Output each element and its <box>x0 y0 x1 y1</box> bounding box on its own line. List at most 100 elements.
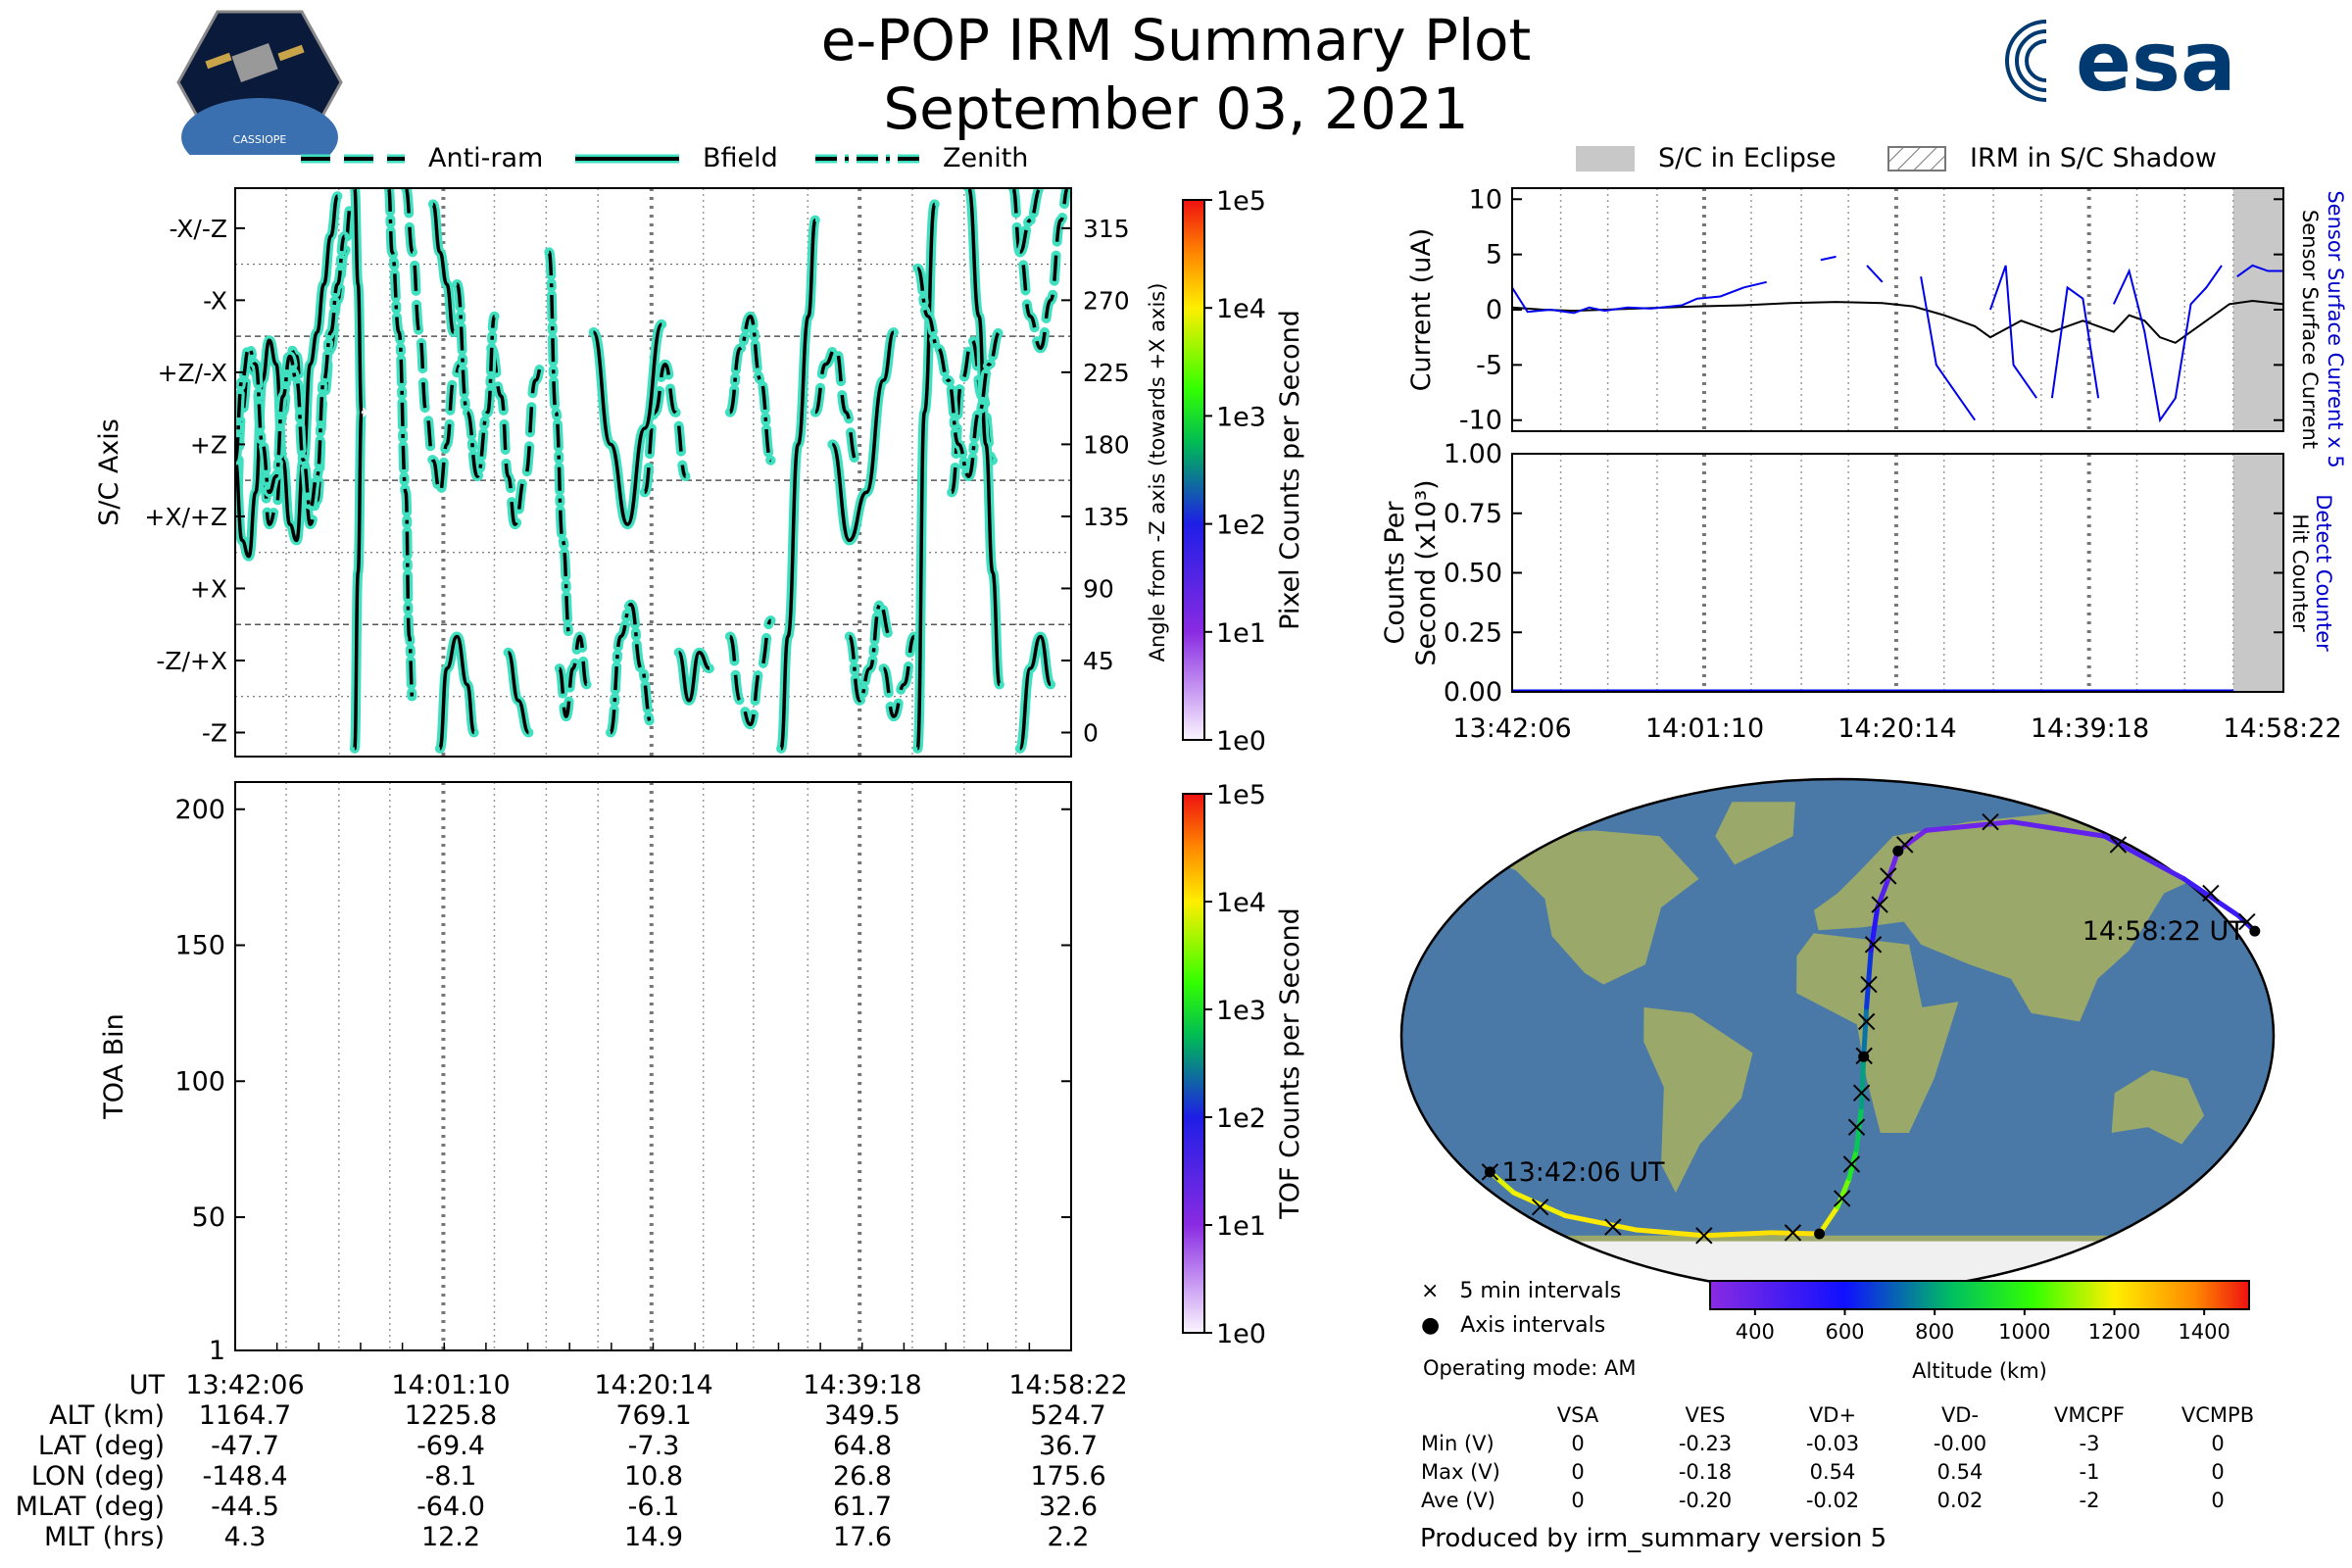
ephemeris-cell: -7.3 <box>628 1431 680 1461</box>
orbit-end-label: 14:58:22 UT <box>2082 916 2246 947</box>
orbit-track-segment <box>2181 876 2242 919</box>
ephemeris-row-label: LON (deg) <box>31 1461 165 1492</box>
five-min-marker <box>1864 936 1883 954</box>
trace-zenith <box>1018 188 1043 255</box>
colorbar-tick-label: 1e5 <box>1216 780 1266 810</box>
orbit-track-segment <box>1768 1230 1823 1237</box>
map-continent <box>2111 1069 2205 1145</box>
attitude-right-tick-label: 315 <box>1083 215 1130 243</box>
voltage-cell: -1 <box>2080 1460 2100 1484</box>
orbit-track-segment <box>1511 1190 1568 1218</box>
legend-zenith: Zenith <box>813 143 1028 173</box>
altitude-colorbar-label: Altitude (km) <box>1912 1359 2047 1383</box>
orbit-track-segment <box>1875 876 1891 910</box>
five-min-marker <box>2109 836 2128 854</box>
five-min-marker <box>1531 1198 1549 1216</box>
current-ytick-label: 5 <box>1486 240 1502 270</box>
trace-anti-ram <box>728 618 773 727</box>
toa-ytick-label: 150 <box>174 931 225 961</box>
ephemeris-row-label: ALT (km) <box>49 1400 165 1431</box>
ephemeris-row-label: MLT (hrs) <box>44 1522 165 1552</box>
trace-zenith <box>547 250 571 639</box>
trace-zenith <box>847 603 893 703</box>
ephemeris-row-label: UT <box>129 1370 166 1400</box>
five-min-marker <box>1852 1084 1871 1102</box>
trace-bfield <box>235 194 340 559</box>
counts-xtick-label: 14:39:18 <box>2031 713 2149 744</box>
map-continent <box>1643 1006 1753 1194</box>
ephemeris-row-label: LAT (deg) <box>38 1431 165 1461</box>
trace-anti-ram <box>643 362 688 495</box>
voltage-cell: 0 <box>1571 1432 1584 1455</box>
attitude-plot-frame <box>234 187 1072 758</box>
counts-ylabel-line2: Second (x10³) <box>1411 479 1442 665</box>
colorbar-tick-label: 1e0 <box>1216 726 1266 757</box>
ephemeris-cell: 36.7 <box>1039 1431 1098 1461</box>
orbit-track-segment <box>1859 1054 1867 1110</box>
colorbar-tick-label: 1e4 <box>1216 888 1266 918</box>
voltage-row-label: Min (V) <box>1421 1432 1494 1455</box>
counts-ytick-label: 0.75 <box>1444 499 1502 529</box>
trace-anti-ram <box>1011 188 1070 351</box>
counts-ytick-label: 0.25 <box>1444 617 1502 648</box>
attitude-ylabel: S/C Axis <box>94 418 124 526</box>
trace-bfield <box>591 322 663 526</box>
legend-eclipse: S/C in Eclipse <box>1576 143 1837 173</box>
map-continent <box>1813 812 2230 1022</box>
axis-marker <box>1814 1228 1826 1240</box>
voltage-header: VMCPF <box>2054 1403 2125 1427</box>
ephemeris-cell: 2.2 <box>1048 1522 1090 1552</box>
ephemeris-cell: 175.6 <box>1030 1461 1105 1492</box>
trace-bfield <box>966 188 1002 687</box>
toa-ytick-label: 50 <box>192 1202 225 1233</box>
map-legend-five-min: × 5 min intervals <box>1421 1279 1621 1303</box>
ephemeris-cell: 14:39:18 <box>803 1370 921 1400</box>
counts-ylabel: Counts Per <box>1380 501 1410 645</box>
orbit-track-segment <box>1864 948 1874 1010</box>
current-line-x5 <box>1512 280 1767 315</box>
toa-ytick-label: 1 <box>209 1336 225 1366</box>
ephemeris-cell: 524.7 <box>1030 1400 1105 1431</box>
voltage-cell: 0 <box>1571 1489 1584 1512</box>
voltage-cell: -0.02 <box>1806 1489 1859 1512</box>
ephemeris-cell: -8.1 <box>425 1461 477 1492</box>
five-min-marker <box>1871 896 1888 913</box>
operating-mode: Operating mode: AM <box>1423 1356 1637 1380</box>
ephemeris-cell: 349.5 <box>824 1400 900 1431</box>
trace-bfield <box>1018 634 1053 751</box>
voltage-cell: -0.23 <box>1679 1432 1732 1455</box>
footer-version: Produced by irm_summary version 5 <box>1420 1524 1887 1553</box>
voltage-header: VD+ <box>1809 1403 1856 1427</box>
ephemeris-cell: -64.0 <box>416 1492 485 1522</box>
voltage-cell: 0 <box>2211 1489 2224 1512</box>
counts-ytick-label: 1.00 <box>1444 439 1502 469</box>
current-right-label-black: Sensor Surface Current <box>2298 210 2322 449</box>
legend-shadow: IRM in S/C Shadow <box>1887 143 2217 173</box>
attitude-left-tick-label: +X/+Z <box>144 503 227 531</box>
trace-anti-ram <box>813 346 858 463</box>
ephemeris-cell: 14.9 <box>624 1522 683 1552</box>
trace-bfield <box>779 218 817 751</box>
trace-anti-ram <box>558 634 589 718</box>
trace-bfield <box>830 330 896 543</box>
voltage-cell: 0 <box>2211 1432 2224 1455</box>
trace-anti-ram <box>489 346 544 526</box>
x-marker-icon: × <box>1421 1279 1440 1303</box>
counts-xtick-label: 14:58:22 <box>2223 713 2341 744</box>
attitude-left-tick-label: -Z/+X <box>156 647 227 675</box>
attitude-left-tick-label: +X <box>190 574 227 603</box>
voltage-cell: 0.54 <box>1810 1460 1856 1484</box>
ephemeris-cell: -6.1 <box>628 1492 680 1522</box>
orbit-start-label: 13:42:06 UT <box>1501 1157 1665 1188</box>
voltage-cell: -2 <box>2080 1489 2100 1512</box>
colorbar-1 <box>1182 199 1205 741</box>
legend-anti-ram-label: Anti-ram <box>428 143 544 173</box>
current-ytick-label: 0 <box>1486 295 1502 325</box>
current-ytick-label: 10 <box>1469 184 1502 215</box>
attitude-right-tick-label: 45 <box>1083 647 1114 675</box>
five-min-marker <box>1604 1218 1622 1236</box>
attitude-traces <box>235 188 1071 754</box>
page-title: e-POP IRM Summary Plot <box>820 7 1532 74</box>
dot-marker-icon: ● <box>1421 1313 1441 1338</box>
ephemeris-cell: 14:20:14 <box>594 1370 712 1400</box>
